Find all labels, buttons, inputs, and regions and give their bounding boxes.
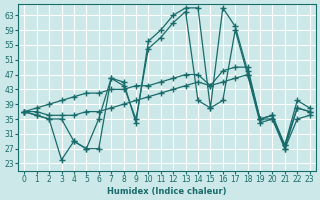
- X-axis label: Humidex (Indice chaleur): Humidex (Indice chaleur): [107, 187, 227, 196]
